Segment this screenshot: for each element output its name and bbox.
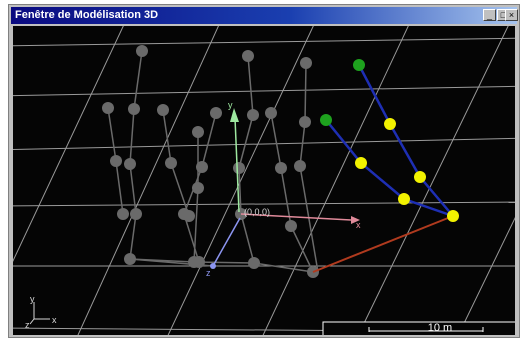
coordinate-axes bbox=[210, 108, 360, 269]
orientation-gizmo bbox=[29, 302, 50, 325]
origin-label: (0,0,0) bbox=[244, 207, 270, 217]
gizmo-x-label: x bbox=[52, 315, 57, 325]
gizmo-y-label: y bbox=[30, 294, 35, 304]
joint-root[interactable] bbox=[447, 210, 459, 222]
axis-x-label: x bbox=[356, 220, 361, 230]
axis-y-label: y bbox=[228, 100, 233, 110]
joint-b2[interactable] bbox=[355, 157, 367, 169]
3d-viewport[interactable]: (0,0,0) x y z bbox=[13, 26, 515, 335]
active-skeleton bbox=[325, 64, 454, 218]
active-joints[interactable] bbox=[320, 59, 459, 222]
close-button[interactable]: × bbox=[505, 9, 518, 21]
gizmo-z-label: z bbox=[25, 320, 30, 330]
joint-a2[interactable] bbox=[384, 118, 396, 130]
ik-link bbox=[312, 215, 454, 273]
joint-a3[interactable] bbox=[414, 171, 426, 183]
ghost-joints bbox=[102, 45, 319, 278]
title-bar[interactable]: Fenêtre de Modélisation 3D _ □ × bbox=[11, 7, 518, 24]
joint-b3[interactable] bbox=[398, 193, 410, 205]
scale-label: 10 m bbox=[428, 322, 452, 334]
minimize-button[interactable]: _ bbox=[483, 9, 496, 21]
ground-grid bbox=[13, 26, 515, 335]
scale-bar: 10 m bbox=[322, 321, 515, 335]
axis-z-label: z bbox=[206, 268, 211, 278]
window-title: Fenêtre de Modélisation 3D bbox=[15, 9, 159, 21]
scene-canvas: (0,0,0) x y z bbox=[13, 26, 515, 335]
end-effector-a[interactable] bbox=[353, 59, 365, 71]
end-effector-b[interactable] bbox=[320, 114, 332, 126]
modeling-window: Fenêtre de Modélisation 3D _ □ × bbox=[8, 4, 520, 338]
